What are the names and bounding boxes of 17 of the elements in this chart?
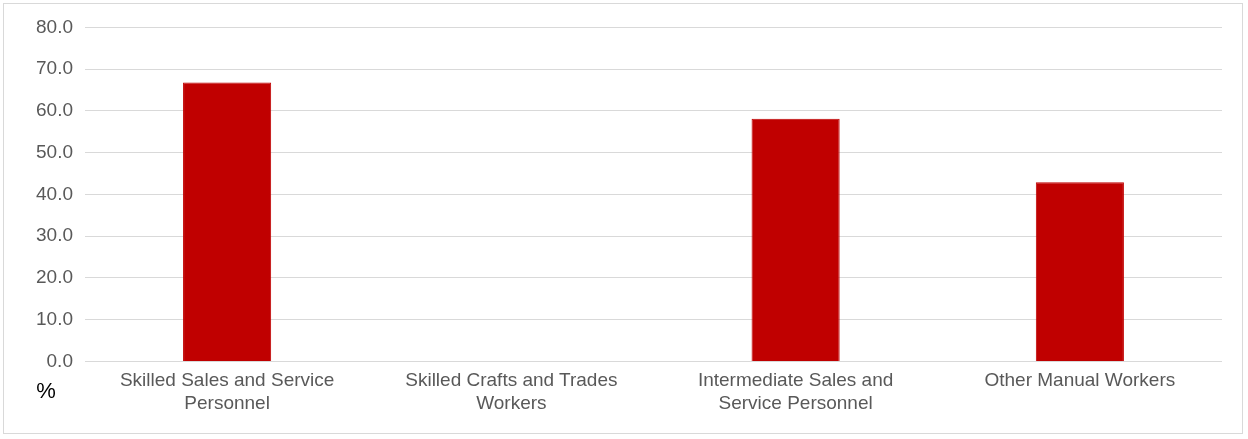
y-axis-title: %	[36, 378, 56, 404]
y-tick-label: 30.0	[36, 224, 73, 246]
bar	[183, 82, 272, 361]
y-tick-label: 50.0	[36, 140, 73, 162]
x-tick-label: Skilled Sales and Service Personnel	[119, 369, 335, 413]
y-tick-label: 60.0	[36, 99, 73, 121]
y-tick-label: 80.0	[36, 15, 73, 37]
y-tick-label: 70.0	[36, 57, 73, 79]
y-tick-label: 40.0	[36, 182, 73, 204]
x-tick-label: Intermediate Sales and Service Personnel	[697, 369, 894, 413]
bar	[751, 118, 840, 361]
y-tick-label: 0.0	[46, 349, 73, 371]
bar	[1035, 182, 1124, 361]
y-tick-label: 20.0	[36, 266, 73, 288]
y-tick-label: 10.0	[36, 307, 73, 329]
x-tick-label: Skilled Crafts and Trades Workers	[405, 369, 618, 413]
x-tick-label: Other Manual Workers	[984, 369, 1176, 391]
